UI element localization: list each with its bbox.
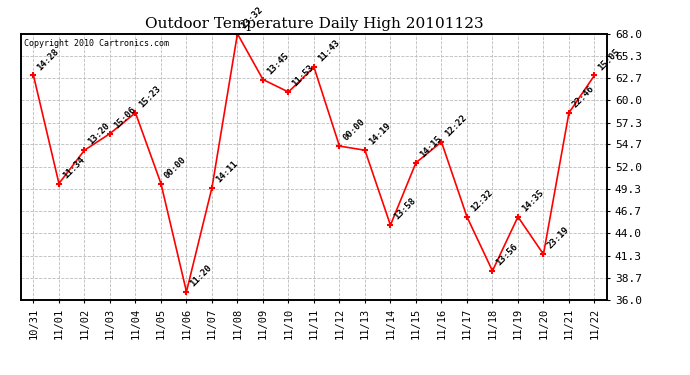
Text: 15:23: 15:23 [137, 84, 163, 110]
Text: 22:46: 22:46 [571, 84, 596, 110]
Text: 12:32: 12:32 [469, 188, 494, 213]
Text: 00:00: 00:00 [342, 117, 367, 143]
Text: Copyright 2010 Cartronics.com: Copyright 2010 Cartronics.com [23, 39, 168, 48]
Text: 12:22: 12:22 [444, 113, 469, 139]
Text: 14:19: 14:19 [367, 122, 393, 147]
Text: 13:58: 13:58 [393, 196, 418, 222]
Text: 13:56: 13:56 [495, 242, 520, 267]
Text: 11:34: 11:34 [61, 155, 86, 180]
Text: 15:05: 15:05 [596, 46, 622, 72]
Text: 00:00: 00:00 [163, 155, 188, 180]
Text: 15:06: 15:06 [112, 105, 137, 130]
Text: 23:19: 23:19 [546, 225, 571, 251]
Text: 13:32: 13:32 [239, 5, 265, 30]
Text: 11:20: 11:20 [188, 263, 214, 288]
Text: 14:35: 14:35 [520, 188, 545, 213]
Text: 13:45: 13:45 [265, 51, 290, 76]
Text: 11:43: 11:43 [316, 38, 342, 64]
Title: Outdoor Temperature Daily High 20101123: Outdoor Temperature Daily High 20101123 [145, 17, 483, 31]
Text: 14:11: 14:11 [214, 159, 239, 184]
Text: 13:20: 13:20 [86, 122, 112, 147]
Text: 14:28: 14:28 [35, 46, 61, 72]
Text: 11:53: 11:53 [290, 63, 316, 88]
Text: 14:15: 14:15 [418, 134, 444, 159]
